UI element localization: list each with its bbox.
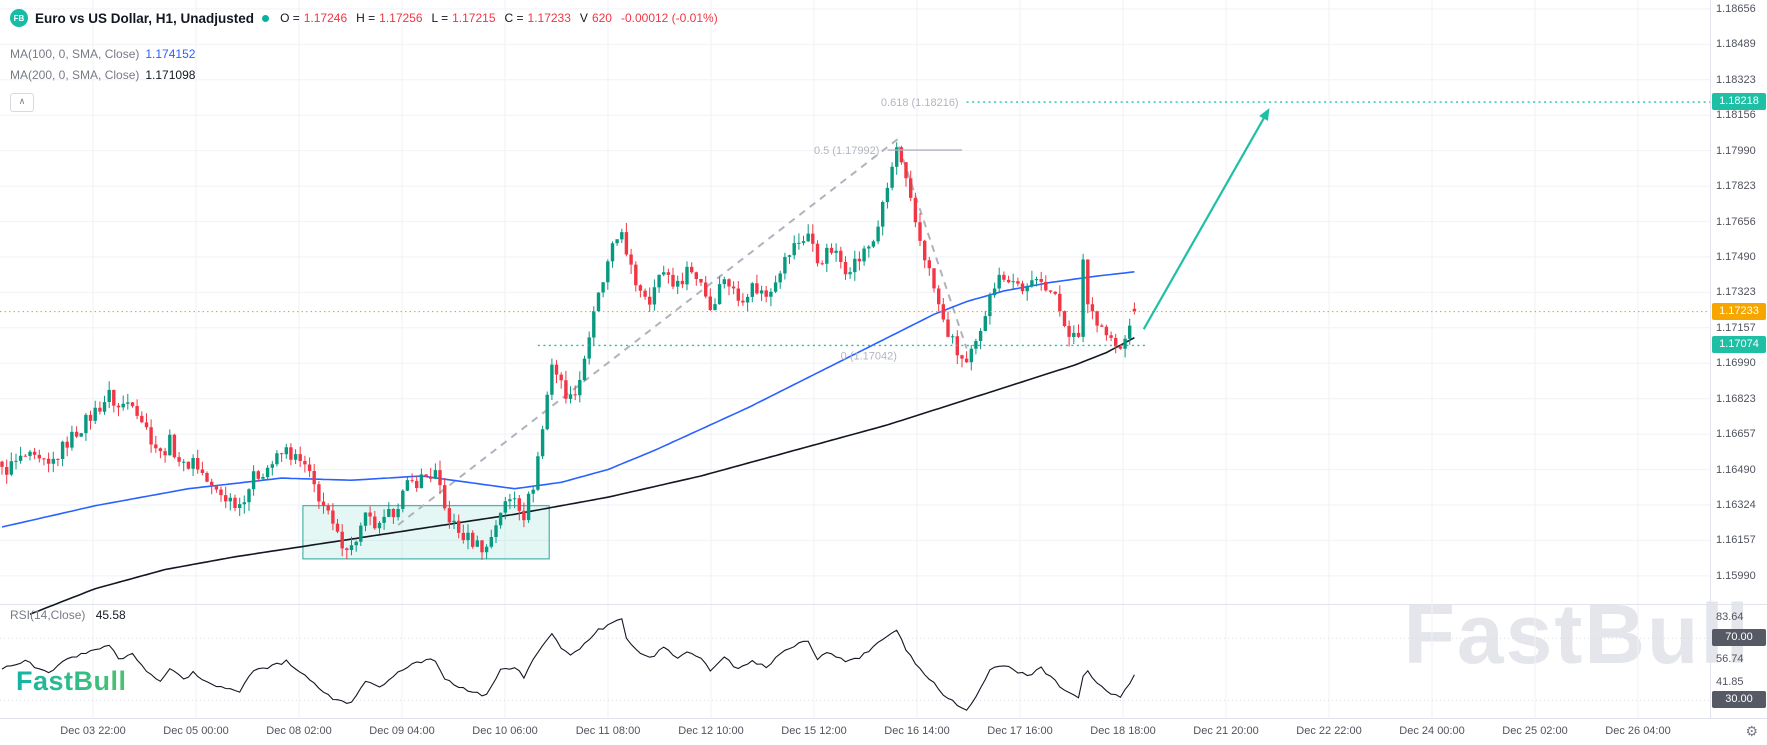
price-axis-label: 1.18489: [1716, 38, 1756, 50]
price-axis-label: 1.18156: [1716, 109, 1756, 121]
price-axis[interactable]: 1.18656 1.18489 1.18323 1.18156 1.17990 1.178…: [1711, 0, 1767, 745]
time-axis-label: Dec 16 14:00: [884, 725, 950, 737]
candle-wicks-down: [1, 145, 1135, 560]
rsi-label: RSI(14,Close): [10, 608, 86, 622]
price-badge: 1.18218: [1712, 93, 1766, 110]
time-axis-label: Dec 18 18:00: [1090, 725, 1156, 737]
ma200-label: MA(200, 0, SMA, Close): [10, 68, 140, 82]
quote-change: -0.00012 (-0.01%): [620, 11, 718, 25]
time-axis-label: Dec 11 08:00: [575, 725, 641, 737]
ma200-line[interactable]: [29, 336, 1135, 615]
projection-arrow[interactable]: [1142, 112, 1268, 330]
price-axis-label: 1.17823: [1716, 180, 1756, 192]
rsi-axis-label: 56.74: [1716, 653, 1744, 665]
fastbull-symbol-icon: FB: [10, 9, 28, 27]
price-axis-label: 1.16823: [1716, 393, 1756, 405]
time-axis[interactable]: ⚙ Dec 03 22:00 Dec 05 00:00 Dec 08 02:00 De…: [0, 718, 1767, 745]
time-axis-label: Dec 12 10:00: [678, 725, 744, 737]
grid-layer: [0, 0, 1767, 719]
price-axis-label: 1.17490: [1716, 251, 1756, 263]
price-axis-label: 1.16157: [1716, 534, 1756, 546]
time-axis-label: Dec 10 06:00: [472, 725, 538, 737]
rsi-legend-row[interactable]: RSI(14,Close) 45.58: [10, 608, 126, 622]
quote-volume: V 620: [579, 11, 612, 25]
price-axis-label: 1.16990: [1716, 357, 1756, 369]
price-axis-label: 1.17990: [1716, 145, 1756, 157]
quote-close: C = 1.17233: [504, 11, 571, 25]
time-axis-label: Dec 17 16:00: [987, 725, 1053, 737]
ma100-label: MA(100, 0, SMA, Close): [10, 47, 140, 61]
fib-level-label: 0.618 (1.18216): [881, 97, 959, 109]
ma200-value: 1.171098: [145, 68, 196, 82]
symbol-legend-row: FB Euro vs US Dollar, H1, Unadjusted O =…: [10, 9, 718, 27]
price-axis-label: 1.16490: [1716, 464, 1756, 476]
time-axis-label: Dec 26 04:00: [1605, 725, 1671, 737]
candle-wicks-up: [10, 142, 1131, 559]
time-axis-label: Dec 05 00:00: [163, 725, 229, 737]
time-axis-label: Dec 15 12:00: [781, 725, 847, 737]
fastbull-logo: FastBull: [16, 666, 127, 696]
quote-low: L = 1.17215: [431, 11, 496, 25]
support-zone-rect[interactable]: [302, 505, 550, 560]
price-axis-label: 1.18656: [1716, 3, 1756, 15]
live-status-dot-icon: [262, 14, 270, 22]
ma100-line[interactable]: [1, 271, 1135, 528]
price-axis-label: 1.17656: [1716, 216, 1756, 228]
fastbull-watermark: FastBull: [1403, 587, 1751, 681]
fib-level-label: 0.5 (1.17992): [814, 145, 879, 157]
symbol-title[interactable]: Euro vs US Dollar, H1, Unadjusted: [35, 10, 255, 26]
gear-icon[interactable]: ⚙: [1745, 723, 1758, 739]
projection-arrow-head: [1259, 108, 1270, 121]
quote-open: O = 1.17246: [280, 11, 348, 25]
time-axis-label: Dec 22 22:00: [1296, 725, 1362, 737]
price-axis-label: 1.18323: [1716, 74, 1756, 86]
rsi-axis-label: 41.85: [1716, 676, 1744, 688]
fib-trendline[interactable]: [397, 138, 968, 526]
time-axis-label: Dec 03 22:00: [60, 725, 126, 737]
price-badge: 1.17074: [1712, 336, 1766, 353]
time-axis-label: Dec 25 02:00: [1502, 725, 1568, 737]
price-axis-label: 1.17157: [1716, 322, 1756, 334]
price-axis-label: 1.17323: [1716, 286, 1756, 298]
price-badge: 1.17233: [1712, 303, 1766, 320]
price-axis-label: 1.15990: [1716, 570, 1756, 582]
price-axis-label: 1.16657: [1716, 428, 1756, 440]
time-axis-label: Dec 24 00:00: [1399, 725, 1465, 737]
ma100-value: 1.174152: [145, 47, 196, 61]
fib-level-label: 0 (1.17042): [841, 350, 897, 362]
ma200-legend-row[interactable]: MA(200, 0, SMA, Close) 1.171098: [10, 68, 195, 82]
ma100-legend-row[interactable]: MA(100, 0, SMA, Close) 1.174152: [10, 47, 195, 61]
collapse-legend-button[interactable]: ∧: [10, 93, 34, 112]
price-axis-label: 1.16324: [1716, 499, 1756, 511]
rsi-axis-label: 83.64: [1716, 611, 1744, 623]
time-axis-label: Dec 21 20:00: [1193, 725, 1259, 737]
rsi-line[interactable]: [1, 618, 1135, 711]
time-axis-label: Dec 08 02:00: [266, 725, 332, 737]
rsi-value: 45.58: [95, 608, 126, 622]
candles-up[interactable]: [9, 147, 1132, 553]
rsi-band-badge: 30.00: [1712, 691, 1766, 708]
time-axis-label: Dec 09 04:00: [369, 725, 435, 737]
quote-high: H = 1.17256: [356, 11, 423, 25]
rsi-band-badge: 70.00: [1712, 629, 1766, 646]
